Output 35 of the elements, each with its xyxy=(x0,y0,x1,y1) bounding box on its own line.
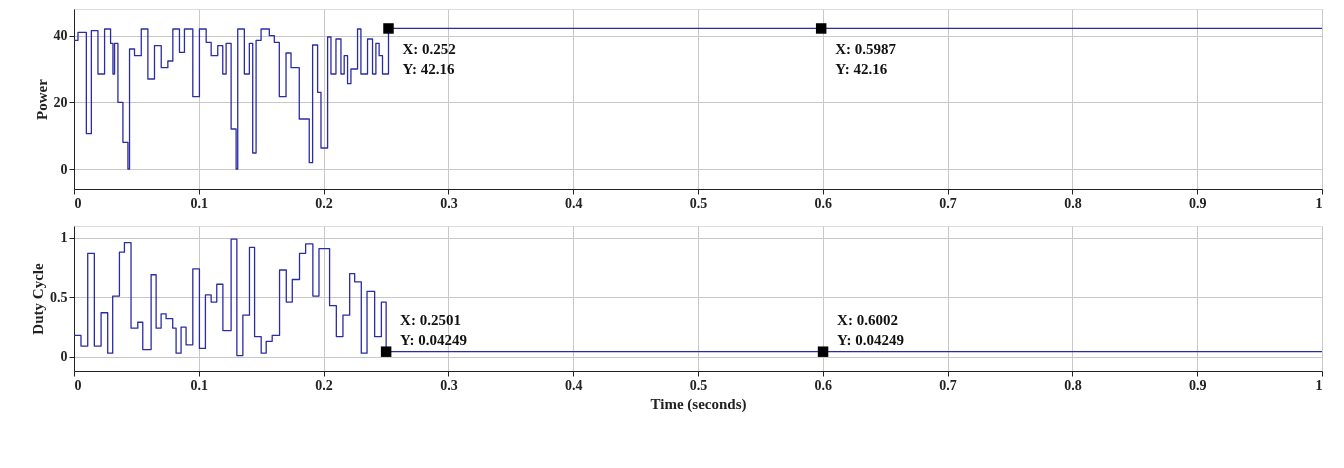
x-tick-label: 0.6 xyxy=(814,377,833,393)
x-tick-label: 0.7 xyxy=(939,195,957,211)
y-axis-title: Duty Cycle xyxy=(30,263,46,335)
x-tick-label: 0.3 xyxy=(440,195,458,211)
x-tick-label: 0.9 xyxy=(1188,377,1207,393)
x-tick-label: 1 xyxy=(1315,377,1323,393)
x-tick-label: 1 xyxy=(1315,195,1323,211)
y-tick-label: 20 xyxy=(53,94,68,110)
x-tick-label: 0 xyxy=(74,195,82,211)
x-tick-label: 0.9 xyxy=(1188,195,1207,211)
x-tick-label: 0.4 xyxy=(564,377,583,393)
x-tick-label: 0 xyxy=(74,377,82,393)
x-tick-label: 0.1 xyxy=(190,195,209,211)
x-tick-label: 0.7 xyxy=(939,377,957,393)
x-tick-label: 0.6 xyxy=(814,195,833,211)
y-tick-label: 0 xyxy=(60,349,68,365)
x-tick-label: 0.4 xyxy=(564,195,583,211)
y-tick-label: 0 xyxy=(60,161,68,177)
x-tick-label: 0.2 xyxy=(315,377,333,393)
y-tick-label: 1 xyxy=(60,230,68,246)
x-tick-label: 0.2 xyxy=(315,195,333,211)
annotation: X: 0.252 Y: 42.16 xyxy=(402,41,456,78)
annotation: X: 0.5987 Y: 42.16 xyxy=(835,41,897,78)
x-tick-label: 0.8 xyxy=(1064,195,1082,211)
x-tick-label: 0.5 xyxy=(689,377,708,393)
y-tick-label: 40 xyxy=(53,28,68,44)
annotation: X: 0.6002 Y: 0.04249 xyxy=(837,311,904,348)
x-tick-label: 0.1 xyxy=(190,377,209,393)
annotation: X: 0.2501 Y: 0.04249 xyxy=(400,311,468,348)
x-tick-label: 0.5 xyxy=(689,195,708,211)
y-tick-label: 0.5 xyxy=(50,289,68,305)
y-axis-title: Power xyxy=(33,78,50,120)
x-axis-title: Time (seconds) xyxy=(650,395,747,413)
x-tick-label: 0.3 xyxy=(440,377,458,393)
x-tick-label: 0.8 xyxy=(1064,377,1082,393)
